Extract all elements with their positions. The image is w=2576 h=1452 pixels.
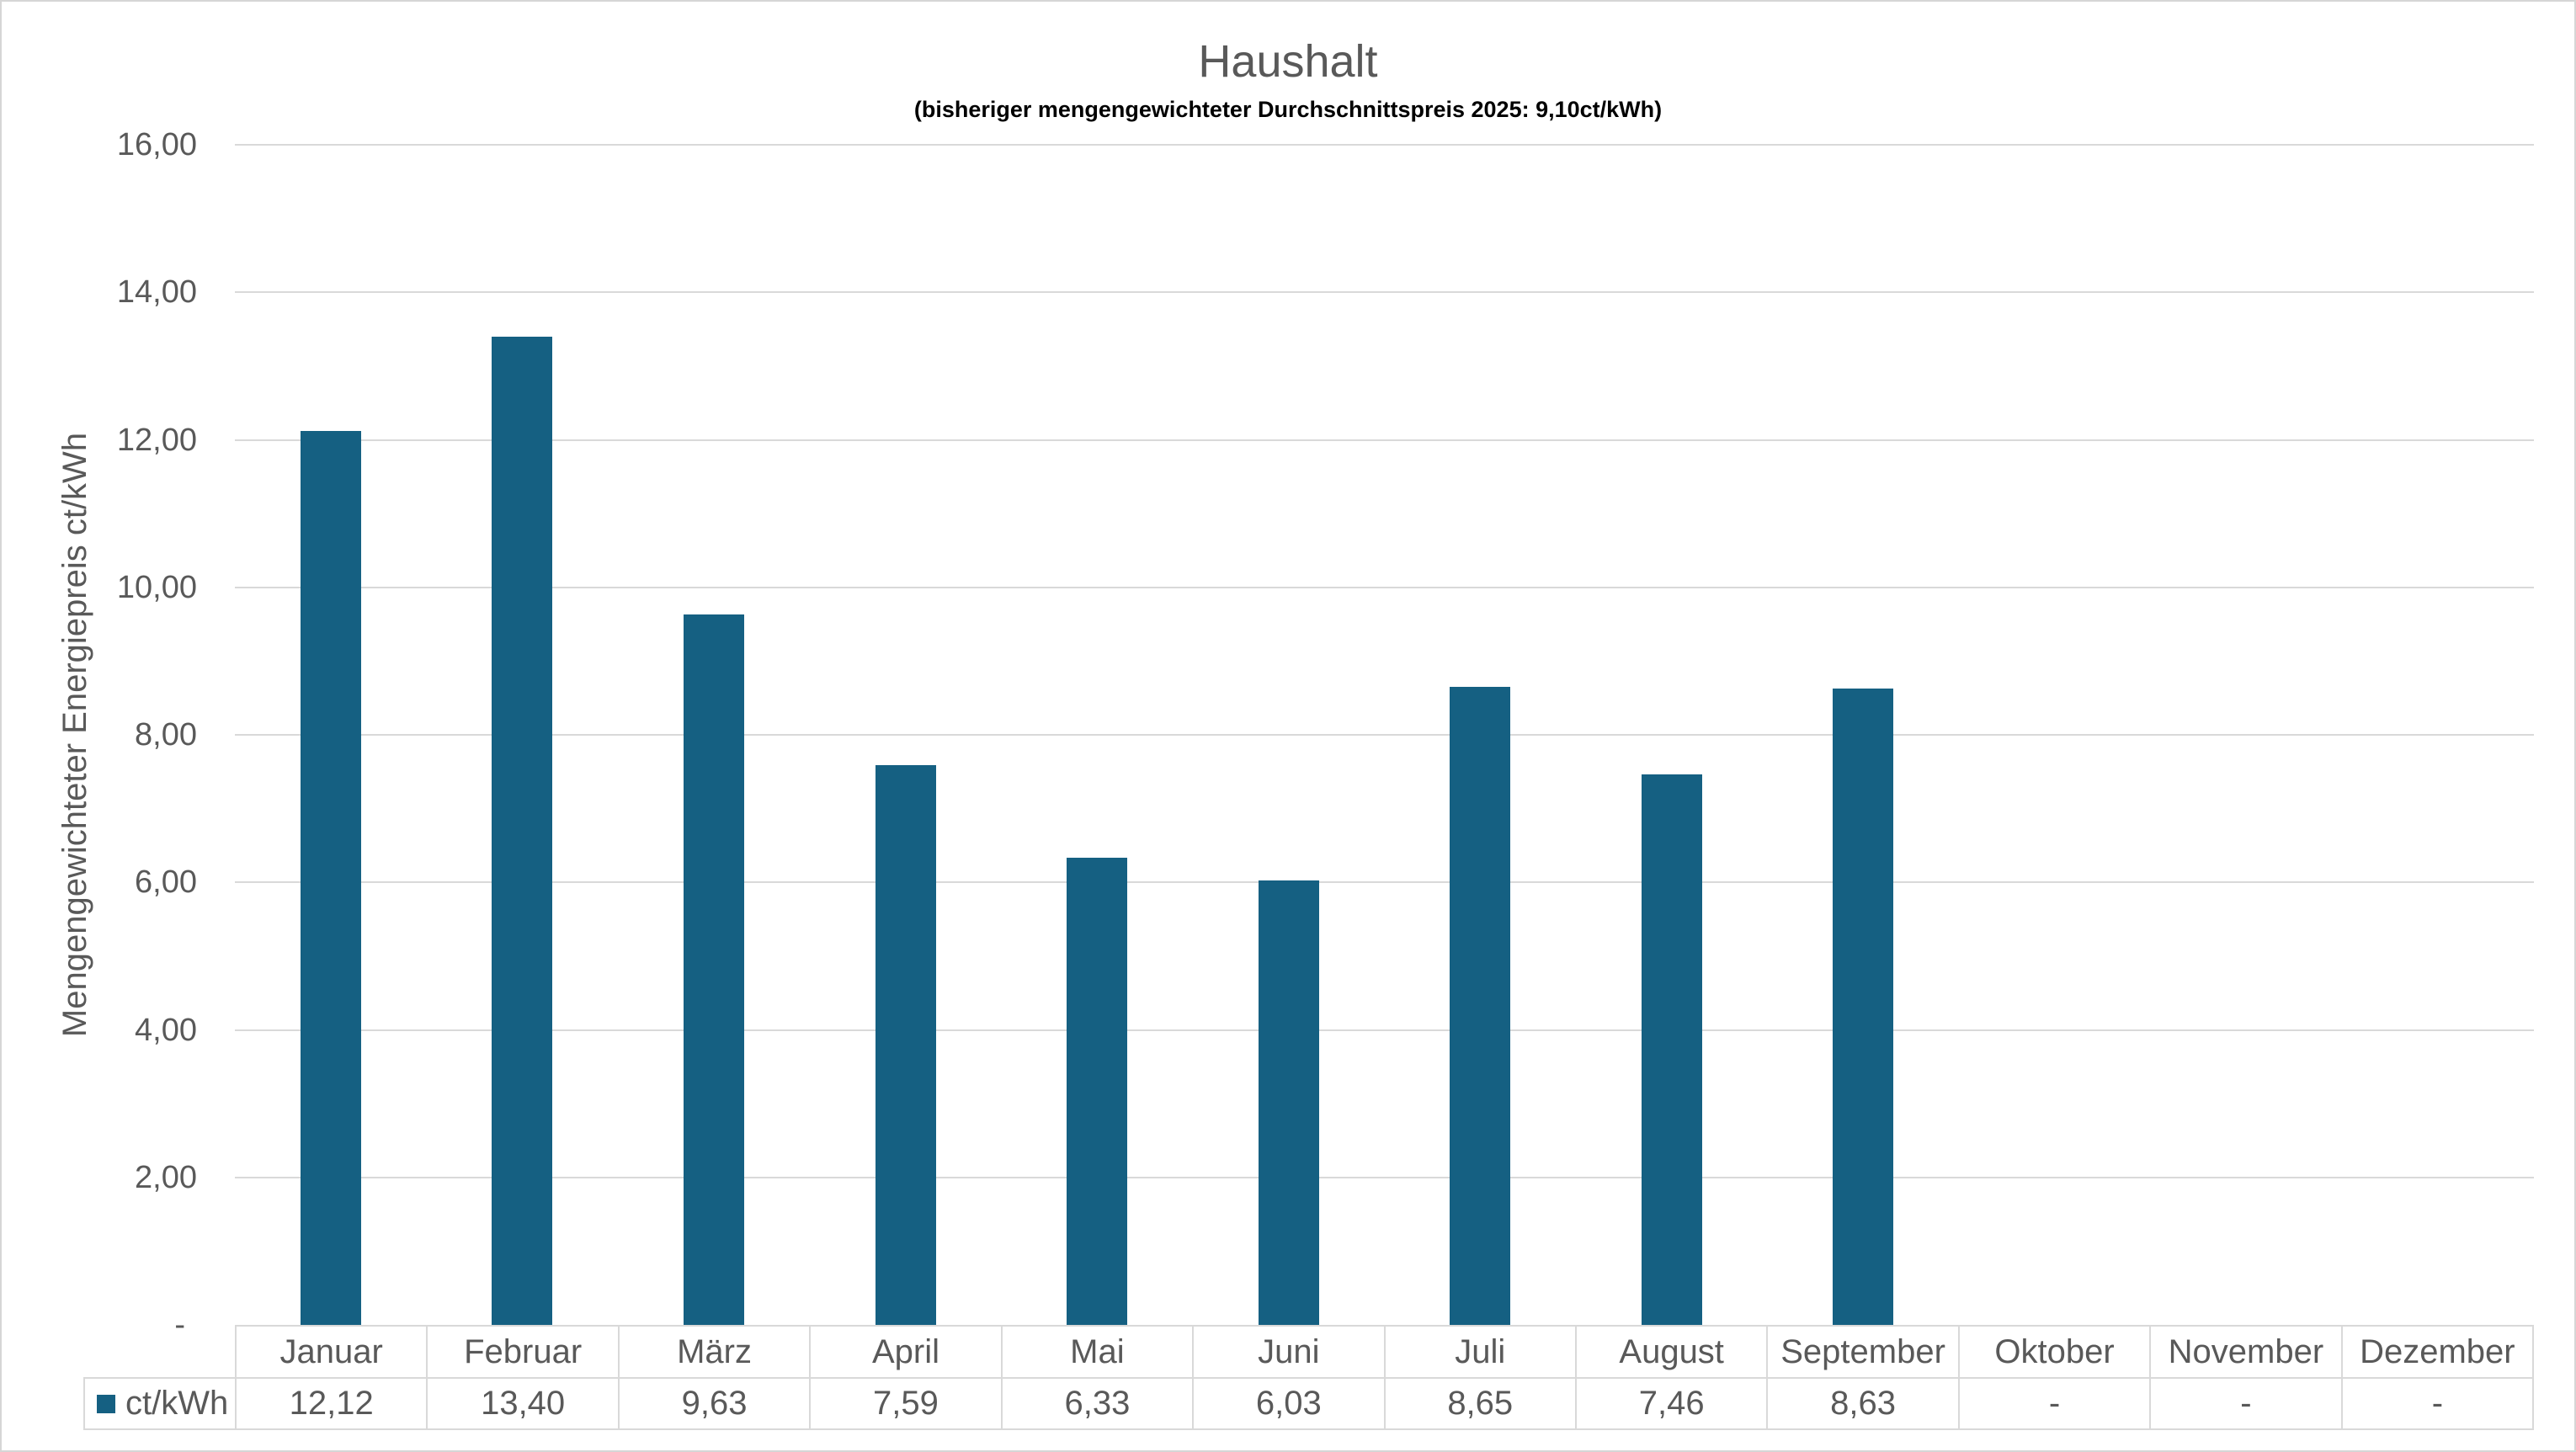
month-header-mai: Mai bbox=[1000, 1325, 1193, 1377]
y-tick-label: 10,00 bbox=[116, 569, 197, 605]
gridline bbox=[235, 1176, 2534, 1178]
bar-september[interactable] bbox=[1833, 688, 1894, 1325]
y-tick-label: 4,00 bbox=[135, 1012, 197, 1048]
y-tick-label: 14,00 bbox=[116, 274, 197, 311]
value-cell-juni: 6,03 bbox=[1192, 1377, 1384, 1430]
chart-title: Haushalt bbox=[1198, 36, 1378, 87]
value-cell-juli: 8,65 bbox=[1383, 1377, 1575, 1430]
month-header-januar: Januar bbox=[235, 1325, 427, 1377]
month-header-dezember: Dezember bbox=[2340, 1325, 2535, 1377]
bar-april[interactable] bbox=[875, 764, 936, 1325]
y-tick-label: 16,00 bbox=[116, 127, 197, 162]
bar-august[interactable] bbox=[1641, 774, 1702, 1325]
data-table-header-row: Januar Februar März April Mai Juni Juli August S… bbox=[235, 1325, 2535, 1377]
value-cell-februar: 13,40 bbox=[426, 1377, 618, 1430]
bar-juli[interactable] bbox=[1450, 687, 1511, 1325]
gridline bbox=[235, 1029, 2534, 1031]
bar-januar[interactable] bbox=[300, 430, 361, 1325]
value-cell-oktober: - bbox=[1957, 1377, 2150, 1430]
y-tick-label: 6,00 bbox=[135, 864, 197, 901]
gridline bbox=[235, 586, 2534, 588]
value-cell-dezember: - bbox=[2340, 1377, 2535, 1430]
y-tick-label: 12,00 bbox=[116, 422, 197, 458]
month-header-april: April bbox=[809, 1325, 1001, 1377]
value-cell-mai: 6,33 bbox=[1000, 1377, 1193, 1430]
month-header-oktober: Oktober bbox=[1957, 1325, 2150, 1377]
legend-series-label: ct/kWh bbox=[125, 1385, 229, 1422]
value-cell-märz: 9,63 bbox=[617, 1377, 810, 1430]
gridline bbox=[235, 144, 2534, 146]
y-tick-label: - bbox=[174, 1307, 185, 1343]
value-cell-august: 7,46 bbox=[1574, 1377, 1767, 1430]
value-cell-januar: 12,12 bbox=[235, 1377, 427, 1430]
month-header-märz: März bbox=[617, 1325, 810, 1377]
data-table-value-row: ct/kWh 12,12 13,40 9,63 7,59 6,33 6,03 8,65 7,46… bbox=[83, 1377, 2535, 1430]
legend-color-swatch bbox=[97, 1394, 115, 1413]
month-header-juli: Juli bbox=[1383, 1325, 1575, 1377]
month-header-november: November bbox=[2149, 1325, 2341, 1377]
bar-mai[interactable] bbox=[1067, 858, 1128, 1325]
y-tick-label: 2,00 bbox=[135, 1159, 197, 1195]
gridline bbox=[235, 439, 2534, 441]
chart-subtitle: (bisheriger mengengewichteter Durchschni… bbox=[913, 97, 1663, 122]
y-tick-label: 8,00 bbox=[135, 717, 197, 753]
gridline bbox=[235, 881, 2534, 884]
month-header-februar: Februar bbox=[426, 1325, 618, 1377]
bar-juni[interactable] bbox=[1258, 880, 1319, 1325]
value-cell-september: 8,63 bbox=[1766, 1377, 1958, 1430]
gridline bbox=[235, 291, 2534, 294]
month-header-september: September bbox=[1766, 1325, 1958, 1377]
value-cell-november: - bbox=[2149, 1377, 2341, 1430]
value-cell-april: 7,59 bbox=[809, 1377, 1001, 1430]
month-header-august: August bbox=[1574, 1325, 1767, 1377]
gridline bbox=[235, 734, 2534, 736]
month-header-juni: Juni bbox=[1192, 1325, 1384, 1377]
legend-key-cell: ct/kWh bbox=[83, 1377, 235, 1430]
bar-märz[interactable] bbox=[683, 614, 744, 1325]
bar-februar[interactable] bbox=[492, 336, 553, 1325]
